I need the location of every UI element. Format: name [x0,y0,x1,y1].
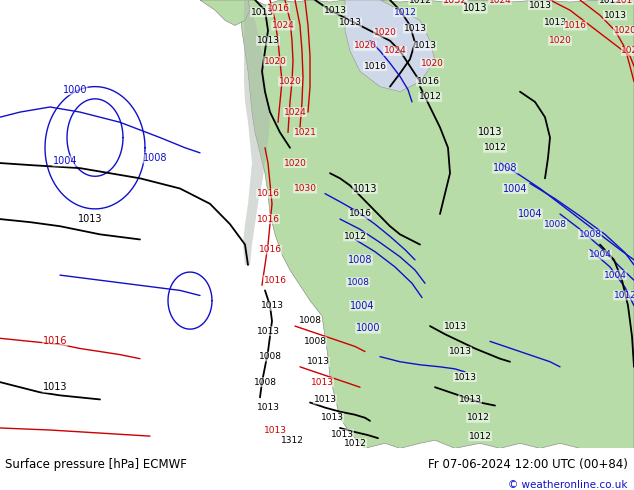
Text: 1013: 1013 [313,395,337,404]
Text: 1016: 1016 [257,215,280,223]
Text: 1013: 1013 [78,214,102,224]
Text: 1013: 1013 [257,36,280,45]
Polygon shape [345,0,435,92]
Text: 1008: 1008 [347,278,370,287]
Text: 1016: 1016 [266,3,290,13]
Text: Fr 07-06-2024 12:00 UTC (00+84): Fr 07-06-2024 12:00 UTC (00+84) [428,458,628,471]
Text: 1013: 1013 [323,6,347,15]
Text: 1013: 1013 [453,372,477,382]
Text: 1013: 1013 [250,8,273,17]
Text: 1012: 1012 [394,8,417,17]
Text: 1032: 1032 [443,0,467,5]
Text: 1004: 1004 [350,301,374,311]
Polygon shape [200,0,634,448]
Text: 102: 102 [621,47,634,55]
Text: 1013: 1013 [311,378,333,387]
Text: 1020: 1020 [283,159,306,168]
Text: 1004: 1004 [518,209,542,219]
Text: 1013: 1013 [403,24,427,33]
Text: 1013: 1013 [448,347,472,356]
Text: 1020: 1020 [373,28,396,37]
Polygon shape [243,0,270,265]
Text: 1013: 1013 [257,327,280,336]
Text: 1020: 1020 [548,36,571,45]
Text: 1008: 1008 [299,317,321,325]
Text: 1013: 1013 [261,301,283,310]
Text: 1012: 1012 [467,413,489,422]
Text: 1016: 1016 [564,21,586,30]
Text: 1020: 1020 [278,77,301,86]
Text: 1013: 1013 [330,430,354,439]
Text: 1020: 1020 [614,26,634,35]
Text: 1024: 1024 [384,47,406,55]
Text: 1012: 1012 [484,143,507,152]
Text: 1013: 1013 [353,184,377,194]
Text: 1016: 1016 [42,336,67,346]
Text: 1013: 1013 [478,127,502,138]
Text: 1004: 1004 [604,270,626,280]
Text: 1008: 1008 [348,255,372,265]
Text: 1012: 1012 [469,432,491,441]
Text: Surface pressure [hPa] ECMWF: Surface pressure [hPa] ECMWF [5,458,187,471]
Text: 1008: 1008 [304,337,327,346]
Text: 1012: 1012 [598,0,621,4]
Text: 1004: 1004 [503,184,527,194]
Text: 1008: 1008 [578,230,602,239]
Polygon shape [200,0,250,25]
Text: 1013: 1013 [42,382,67,392]
Text: 1013: 1013 [257,403,280,412]
Text: 1312: 1312 [281,436,304,445]
Text: 1020: 1020 [354,41,377,50]
Text: 1008: 1008 [254,378,276,387]
Text: 1016: 1016 [264,276,287,285]
Text: 1013: 1013 [543,18,567,27]
Text: 1000: 1000 [356,323,380,333]
Text: 1013: 1013 [604,11,626,20]
Text: 1016: 1016 [257,189,280,198]
Text: 1012: 1012 [418,92,441,101]
Text: 1012: 1012 [344,439,366,448]
Text: 1013: 1013 [264,425,287,435]
Text: 1024: 1024 [489,0,512,4]
Text: 1012: 1012 [408,0,432,4]
Text: 1013: 1013 [413,41,436,50]
Text: © weatheronline.co.uk: © weatheronline.co.uk [508,480,628,490]
Text: 1008: 1008 [259,352,281,361]
Text: 1013: 1013 [458,395,481,404]
Text: 1030: 1030 [294,184,316,193]
Text: 1013: 1013 [321,413,344,422]
Text: 1008: 1008 [543,220,567,229]
Text: 1013: 1013 [463,3,488,13]
Text: 1004: 1004 [53,156,77,166]
Text: 1013: 1013 [306,357,330,366]
Text: 1024: 1024 [271,21,294,30]
Text: 1012: 1012 [344,232,366,241]
Text: 101: 101 [616,0,633,4]
Text: 1016: 1016 [417,77,439,86]
Text: 1004: 1004 [588,250,611,259]
Text: 1013: 1013 [529,0,552,10]
Text: 1000: 1000 [63,85,87,95]
Text: 1020: 1020 [420,59,443,68]
Text: 1013: 1013 [444,321,467,331]
Text: 1008: 1008 [493,163,517,173]
Text: 1016: 1016 [259,245,281,254]
Text: 1012: 1012 [614,291,634,300]
Text: 1016: 1016 [363,62,387,71]
Text: 1013: 1013 [339,18,361,27]
Text: 1008: 1008 [143,153,167,163]
Text: 1020: 1020 [264,57,287,66]
Text: 1021: 1021 [294,128,316,137]
Text: 1024: 1024 [283,108,306,117]
Text: 1016: 1016 [349,210,372,219]
